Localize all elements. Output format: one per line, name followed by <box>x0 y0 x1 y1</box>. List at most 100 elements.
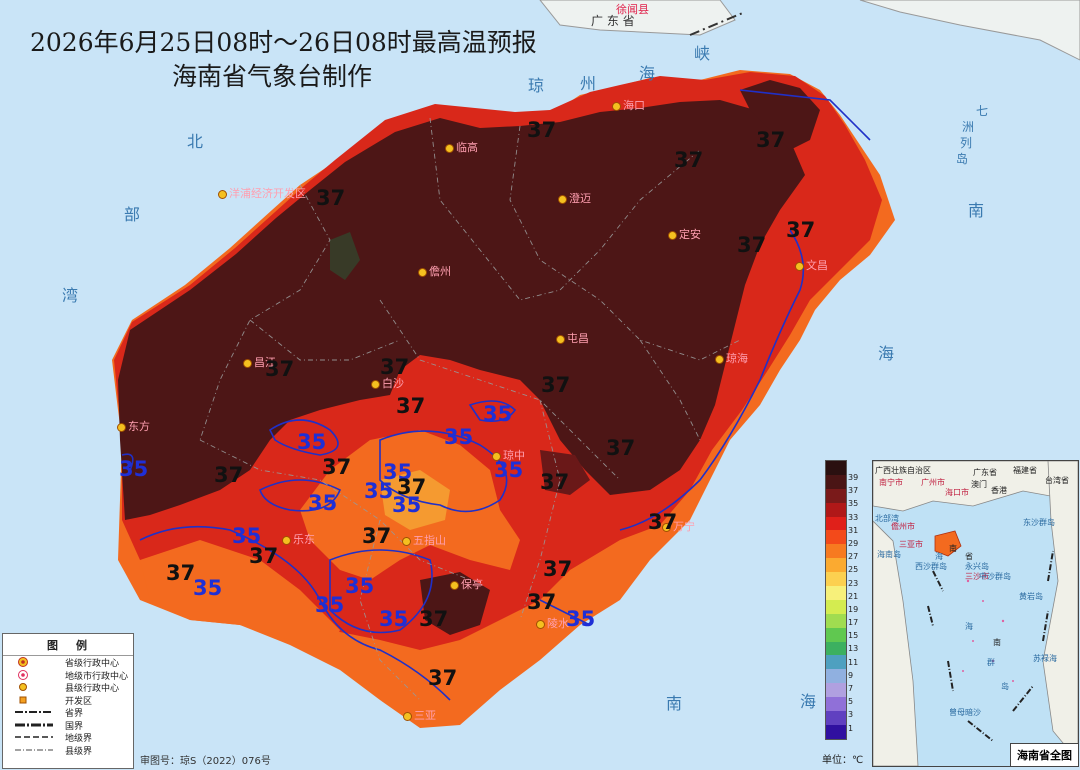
temperature-value: 35 <box>119 457 149 481</box>
inset-label: 广东省 <box>973 468 997 477</box>
inset-label: 省 <box>965 552 973 561</box>
legend-item: 省界 <box>3 706 133 719</box>
colorbar-tick: 1 <box>848 723 854 733</box>
temperature-value: 35 <box>566 607 596 631</box>
colorbar-tick: 21 <box>848 591 859 601</box>
temperature-value: 35 <box>232 524 262 548</box>
legend-item: 省级行政中心 <box>3 656 133 669</box>
temperature-value: 37 <box>756 128 786 152</box>
legend-item: 县级行政中心 <box>3 681 133 694</box>
legend-symbol-icon <box>13 695 53 705</box>
colorbar-segment <box>826 711 846 725</box>
legend-label: 地级市行政中心 <box>65 671 129 682</box>
county-center-icon <box>536 619 545 629</box>
legend-label: 开发区 <box>65 696 93 707</box>
map-legend: 图例 省级行政中心 地级市行政中心 县级行政中心 开发区 省界 国界 地级界 县级界 <box>2 633 134 769</box>
colorbar-segment <box>826 461 846 475</box>
temperature-value: 37 <box>737 233 767 257</box>
inset-label: 海口市 <box>945 488 969 497</box>
legend-symbol-icon <box>13 707 53 717</box>
city-name: 文昌 <box>806 259 828 272</box>
temperature-value: 37 <box>648 510 678 534</box>
colorbar-segment <box>826 530 846 545</box>
colorbar-segment <box>826 697 846 712</box>
sea-label: 海 <box>639 64 656 83</box>
legend-symbol-icon <box>13 657 53 667</box>
city-name: 屯昌 <box>567 332 589 345</box>
colorbar-segment <box>826 558 846 573</box>
city-label: 白沙 <box>371 375 404 391</box>
inset-label: 福建省 <box>1013 466 1037 475</box>
province-label: 广 东 省 <box>591 14 635 28</box>
colorbar-segment <box>826 683 846 698</box>
county-center-icon <box>403 711 412 721</box>
city-label: 万宁 <box>662 518 695 534</box>
map-title: 2026年6月25日08时～26日08时最高温预报 <box>30 28 537 57</box>
sea-label: 峡 <box>694 44 711 63</box>
legend-label: 地级界 <box>65 734 93 744</box>
temperature-value: 37 <box>362 524 392 548</box>
temperature-value: 37 <box>396 394 426 418</box>
county-center-icon <box>282 535 291 545</box>
legend-label: 县级行政中心 <box>65 684 120 694</box>
temperature-value: 37 <box>419 607 449 631</box>
inset-label: 中沙群岛 <box>979 572 1011 581</box>
sea-label: 北 <box>187 132 204 151</box>
colorbar-segment <box>826 488 846 503</box>
inset-label: 南宁市 <box>879 478 903 487</box>
city-label: 保亭 <box>450 576 483 592</box>
legend-label: 县级界 <box>65 746 93 757</box>
city-name: 临高 <box>456 141 478 154</box>
city-name: 乐东 <box>293 533 315 546</box>
city-name: 陵水 <box>547 617 569 630</box>
sea-label: 洲 <box>962 120 975 134</box>
county-center-icon <box>556 334 565 344</box>
legend-item: 地级市行政中心 <box>3 669 133 682</box>
colorbar-tick: 19 <box>848 604 859 614</box>
temperature-value: 37 <box>380 355 410 379</box>
inset-label: 儋州市 <box>891 522 915 531</box>
city-label: 儋州 <box>418 263 451 279</box>
city-name: 琼海 <box>726 352 748 365</box>
colorbar-tick: 37 <box>848 486 859 496</box>
colorbar-segment <box>826 627 846 642</box>
city-label: 乐东 <box>282 531 315 547</box>
inset-label: 北部湾 <box>875 514 899 523</box>
inset-label: 海 <box>935 552 943 561</box>
sea-label: 州 <box>580 74 597 93</box>
city-name: 琼中 <box>503 449 525 462</box>
county-center-icon <box>418 267 427 277</box>
colorbar-segment <box>826 516 846 531</box>
legend-symbol-icon <box>13 720 53 730</box>
county-center-icon <box>450 580 459 590</box>
city-label: 屯昌 <box>556 330 589 346</box>
county-center-icon <box>612 101 621 111</box>
sea-label: 湾 <box>62 286 79 305</box>
legend-symbol-icon <box>13 745 53 755</box>
county-center-icon <box>668 230 677 240</box>
colorbar-tick: 25 <box>848 565 859 575</box>
colorbar-segment <box>826 474 846 489</box>
city-name: 洋浦经济开发区 <box>229 187 306 200</box>
inset-map-graphic <box>873 461 1078 766</box>
legend-item: 国界 <box>3 719 133 732</box>
temperature-value: 37 <box>606 436 636 460</box>
temperature-value: 35 <box>193 576 223 600</box>
inset-label: 三沙市 <box>965 572 989 581</box>
colorbar-tick: 27 <box>848 552 859 562</box>
inset-label: 三亚市 <box>899 540 923 549</box>
county-label: 徐闻县 <box>616 3 649 16</box>
colorbar-segment <box>826 613 846 628</box>
temperature-value: 37 <box>541 373 571 397</box>
inset-label: 南 <box>949 544 957 553</box>
county-center-icon <box>402 536 411 546</box>
city-name: 儋州 <box>429 265 451 278</box>
temperature-value: 35 <box>483 402 513 426</box>
colorbar-tick: 39 <box>848 473 859 482</box>
inset-label: 群 <box>987 658 995 667</box>
city-label: 昌江 <box>243 354 276 370</box>
temperature-value: 35 <box>392 493 422 517</box>
temperature-value: 37 <box>322 455 352 479</box>
city-label: 三亚 <box>403 707 436 723</box>
